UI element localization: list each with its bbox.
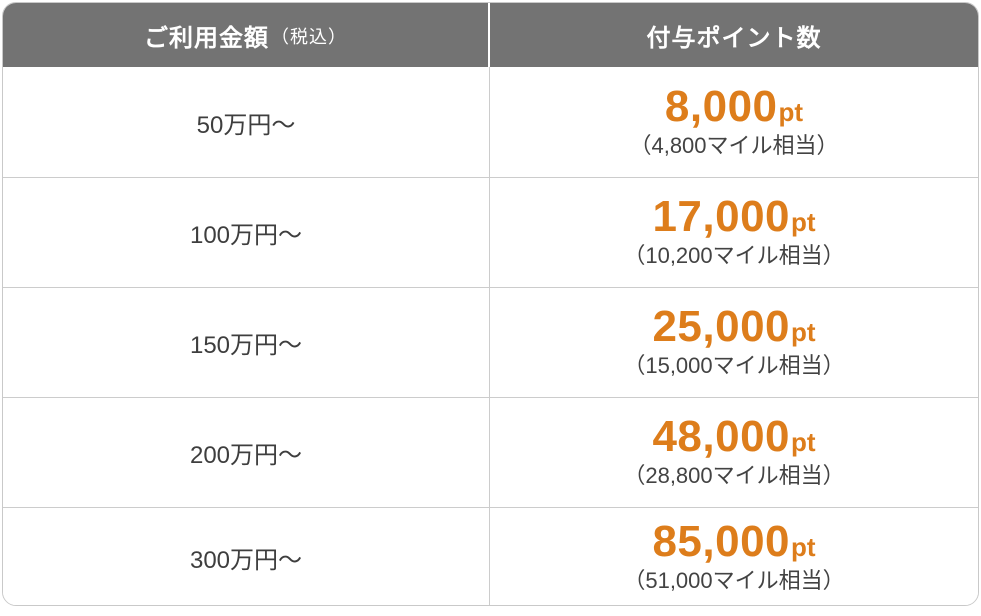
points-value: 48,000 bbox=[652, 412, 791, 462]
amount-cell: 300万円〜 bbox=[3, 508, 490, 605]
points-reward-table: ご利用金額 （税込） 付与ポイント数 50万円〜 8,000pt （4,800マイ… bbox=[2, 2, 979, 606]
points-unit: pt bbox=[791, 427, 816, 458]
table-row: 50万円〜 8,000pt （4,800マイル相当） bbox=[3, 67, 978, 177]
points-unit: pt bbox=[778, 96, 804, 127]
miles-equivalent: （10,200マイル相当） bbox=[623, 243, 845, 269]
points-line: 8,000pt bbox=[664, 81, 804, 131]
miles-equivalent: （4,800マイル相当） bbox=[629, 132, 839, 158]
points-unit: pt bbox=[791, 317, 816, 348]
table-body: 50万円〜 8,000pt （4,800マイル相当） 100万円〜 17,000… bbox=[3, 67, 978, 605]
points-line: 48,000pt bbox=[652, 414, 815, 460]
header-points-label: 付与ポイント数 bbox=[646, 24, 822, 52]
points-cell: 17,000pt （10,200マイル相当） bbox=[490, 178, 978, 287]
points-unit: pt bbox=[791, 207, 816, 238]
points-value: 85,000 bbox=[652, 517, 791, 567]
points-unit: pt bbox=[791, 532, 816, 563]
points-cell: 8,000pt （4,800マイル相当） bbox=[490, 67, 978, 177]
table-row: 200万円〜 48,000pt （28,800マイル相当） bbox=[3, 397, 978, 507]
miles-equivalent: （51,000マイル相当） bbox=[623, 568, 845, 594]
header-amount-cell: ご利用金額 （税込） bbox=[3, 3, 490, 67]
header-amount-label: ご利用金額 bbox=[144, 24, 269, 52]
points-cell: 48,000pt （28,800マイル相当） bbox=[490, 398, 978, 507]
points-value: 25,000 bbox=[652, 302, 791, 352]
points-line: 25,000pt bbox=[652, 304, 815, 350]
points-value: 8,000 bbox=[664, 81, 778, 131]
amount-cell: 200万円〜 bbox=[3, 398, 490, 507]
table-header-row: ご利用金額 （税込） 付与ポイント数 bbox=[3, 3, 978, 67]
table-row: 100万円〜 17,000pt （10,200マイル相当） bbox=[3, 177, 978, 287]
amount-cell: 150万円〜 bbox=[3, 288, 490, 397]
points-cell: 25,000pt （15,000マイル相当） bbox=[490, 288, 978, 397]
points-line: 17,000pt bbox=[652, 194, 815, 240]
header-amount-note: （税込） bbox=[271, 27, 347, 47]
header-points-cell: 付与ポイント数 bbox=[490, 3, 978, 67]
table-row: 150万円〜 25,000pt （15,000マイル相当） bbox=[3, 287, 978, 397]
amount-cell: 100万円〜 bbox=[3, 178, 490, 287]
miles-equivalent: （28,800マイル相当） bbox=[623, 463, 845, 489]
table-row: 300万円〜 85,000pt （51,000マイル相当） bbox=[3, 507, 978, 605]
points-value: 17,000 bbox=[652, 192, 791, 242]
miles-equivalent: （15,000マイル相当） bbox=[623, 353, 845, 379]
points-line: 85,000pt bbox=[652, 519, 815, 565]
points-cell: 85,000pt （51,000マイル相当） bbox=[490, 508, 978, 605]
amount-cell: 50万円〜 bbox=[3, 67, 490, 177]
